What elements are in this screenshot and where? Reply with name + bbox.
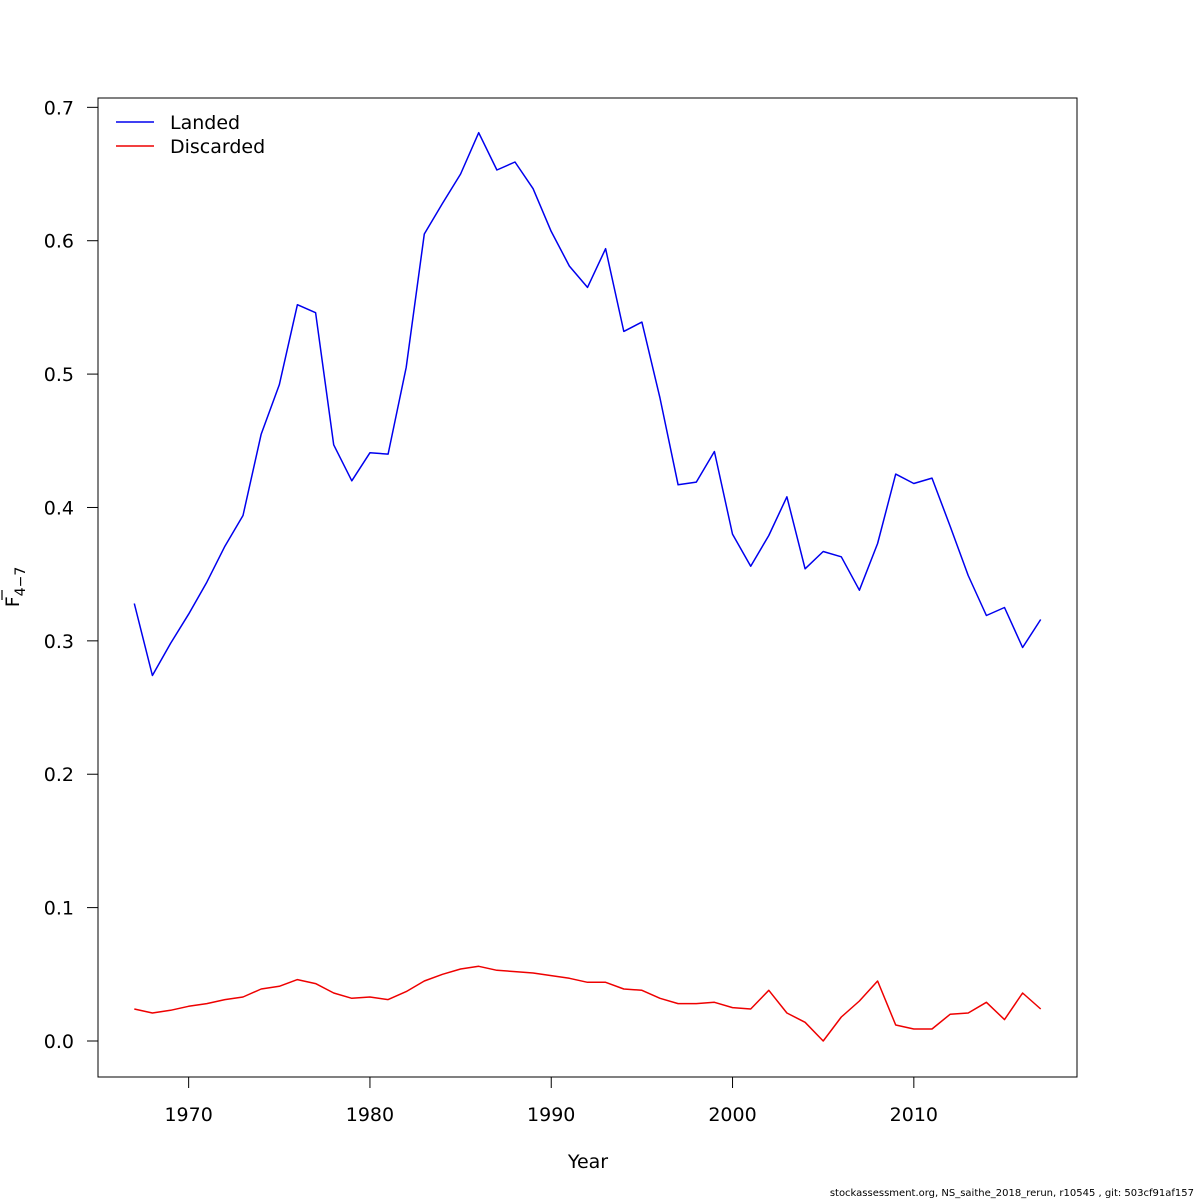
x-tick-label: 2000 xyxy=(708,1104,756,1126)
y-tick-label: 0.6 xyxy=(44,231,74,253)
legend-label-discarded: Discarded xyxy=(170,136,265,158)
y-axis-title: F4−7 xyxy=(1,567,29,607)
plot-frame xyxy=(97,97,1078,1078)
series-line-landed xyxy=(133,131,1042,677)
y-axis-title-main: F xyxy=(2,596,24,607)
y-tick-label: 0.3 xyxy=(44,631,74,653)
series-line-discarded xyxy=(134,965,1042,1042)
x-tick-label: 1990 xyxy=(527,1104,575,1126)
y-axis-title-sub: 4−7 xyxy=(13,567,29,597)
y-tick-label: 0.0 xyxy=(44,1031,74,1053)
y-tick-label: 0.5 xyxy=(44,364,74,386)
svg-text:F4−7: F4−7 xyxy=(2,567,29,607)
x-tick-label: 1970 xyxy=(164,1104,212,1126)
series-layer xyxy=(133,131,1042,1042)
x-axis-title: Year xyxy=(567,1151,608,1173)
y-tick-label: 0.2 xyxy=(44,764,74,786)
y-axis: 0.0 0.1 0.2 0.3 0.4 0.5 0.6 0.7 xyxy=(44,97,99,1053)
x-tick-label: 2010 xyxy=(890,1104,938,1126)
footer-note: stockassessment.org, NS_saithe_2018_reru… xyxy=(829,1188,1194,1199)
y-tick-label: 0.1 xyxy=(44,898,74,920)
y-tick-label: 0.7 xyxy=(44,97,74,119)
x-tick-label: 1980 xyxy=(346,1104,394,1126)
x-axis: 1970 1980 1990 2000 2010 xyxy=(164,1076,938,1126)
legend-label-landed: Landed xyxy=(170,112,240,134)
y-tick-label: 0.4 xyxy=(44,497,74,519)
